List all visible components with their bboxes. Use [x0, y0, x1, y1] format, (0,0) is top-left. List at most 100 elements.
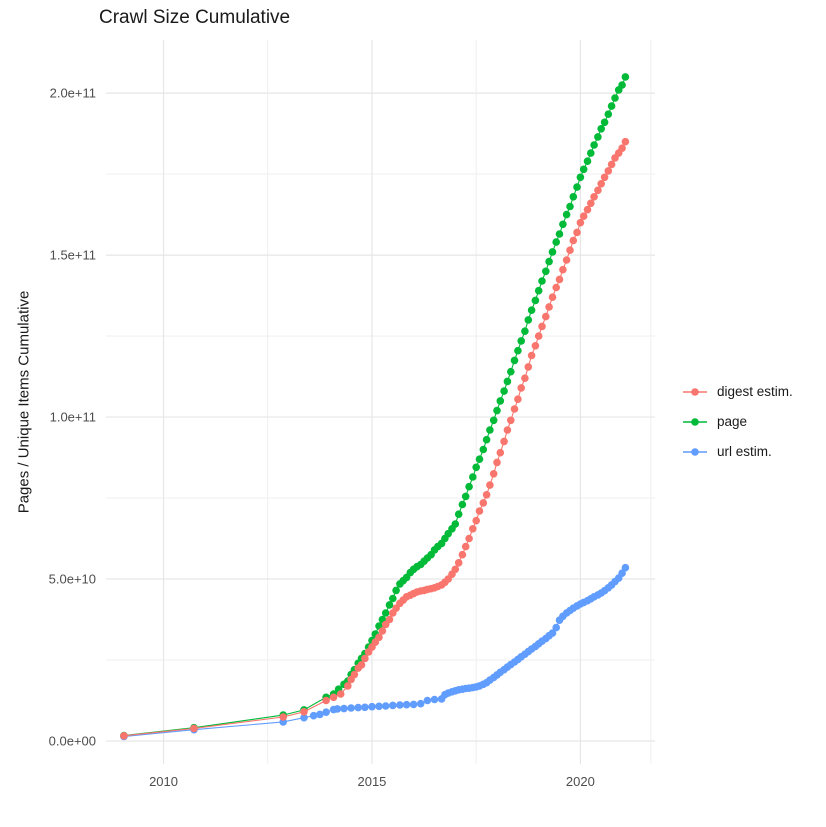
data-point [486, 426, 494, 434]
data-point [607, 102, 616, 110]
data-point [618, 569, 626, 577]
x-tick-label: 2010 [149, 774, 178, 789]
data-point [469, 525, 477, 533]
data-point [120, 732, 128, 740]
data-point [600, 173, 609, 182]
data-point [534, 286, 543, 295]
data-point [545, 257, 553, 266]
data-point [500, 437, 508, 446]
data-point [458, 550, 467, 559]
legend-label: page [717, 414, 748, 429]
y-tick-label: 1.5e+11 [50, 248, 96, 263]
data-point [368, 702, 376, 711]
data-point [607, 160, 616, 169]
legend-item-digest-estim: digest estim. [682, 381, 793, 402]
y-tick-label: 5.0e+10 [49, 572, 96, 587]
data-point [569, 193, 578, 201]
data-point [562, 210, 571, 219]
data-point [279, 713, 288, 721]
data-point [454, 559, 463, 567]
data-point [385, 601, 394, 609]
data-point [552, 283, 560, 292]
data-point [493, 458, 501, 467]
data-point [458, 500, 467, 509]
data-point [503, 426, 512, 434]
data-point [496, 448, 505, 457]
data-point [309, 711, 318, 720]
data-point [475, 455, 484, 464]
data-point [621, 73, 630, 81]
data-point [350, 670, 359, 679]
data-point [566, 202, 574, 211]
data-point [597, 180, 605, 188]
data-point [340, 704, 348, 713]
data-point [542, 312, 550, 321]
data-point [555, 230, 564, 238]
data-point [347, 704, 355, 712]
data-point [618, 144, 626, 152]
data-point [524, 363, 533, 371]
data-point [361, 654, 369, 663]
data-point [300, 713, 308, 722]
y-axis-title: Pages / Unique Items Cumulative [15, 290, 33, 514]
data-point [430, 695, 439, 704]
data-point [378, 627, 387, 635]
data-point [486, 481, 494, 489]
data-point [451, 565, 460, 574]
data-point [336, 690, 345, 698]
data-point [475, 507, 484, 515]
data-point [618, 81, 626, 89]
data-point [517, 384, 525, 392]
data-point [562, 256, 571, 264]
data-point [587, 199, 595, 208]
data-point [569, 236, 578, 245]
data-point [590, 193, 598, 201]
data-point [559, 220, 567, 229]
legend-key-icon [683, 387, 707, 396]
data-point [587, 149, 595, 157]
data-point [461, 492, 470, 501]
data-point [527, 351, 536, 360]
data-point [566, 246, 574, 254]
data-point [573, 183, 581, 191]
data-point [496, 397, 505, 405]
data-point [524, 316, 533, 324]
legend-key-dot [691, 417, 699, 426]
data-point [409, 700, 418, 709]
data-point [531, 296, 540, 305]
data-point [510, 405, 519, 413]
data-point [402, 700, 411, 709]
data-point [354, 703, 363, 712]
data-point [489, 416, 498, 425]
data-point [507, 416, 515, 425]
data-point [590, 141, 598, 149]
data-point [521, 327, 529, 336]
data-point [381, 609, 390, 617]
data-point [381, 702, 390, 710]
data-point [573, 228, 581, 237]
data-point [423, 696, 432, 705]
legend-label: url estim. [717, 444, 772, 459]
data-point [396, 701, 404, 709]
data-point [552, 623, 560, 632]
data-point [493, 406, 501, 415]
data-point [507, 367, 515, 376]
legend: digest estim. page url estim. [682, 381, 793, 462]
data-point [469, 473, 477, 481]
data-point [503, 377, 512, 386]
series-url-estim [120, 563, 630, 741]
data-point [600, 118, 609, 127]
data-point [300, 708, 308, 716]
data-point [472, 463, 481, 472]
series-digest-estim [120, 137, 630, 740]
data-point [482, 435, 491, 444]
data-point [538, 277, 546, 285]
chart-title: Crawl Size Cumulative [99, 7, 291, 28]
data-point [375, 702, 383, 711]
data-point [357, 661, 366, 669]
data-point [389, 701, 397, 710]
data-point [621, 137, 630, 146]
data-point [594, 186, 602, 195]
data-point [531, 342, 540, 350]
